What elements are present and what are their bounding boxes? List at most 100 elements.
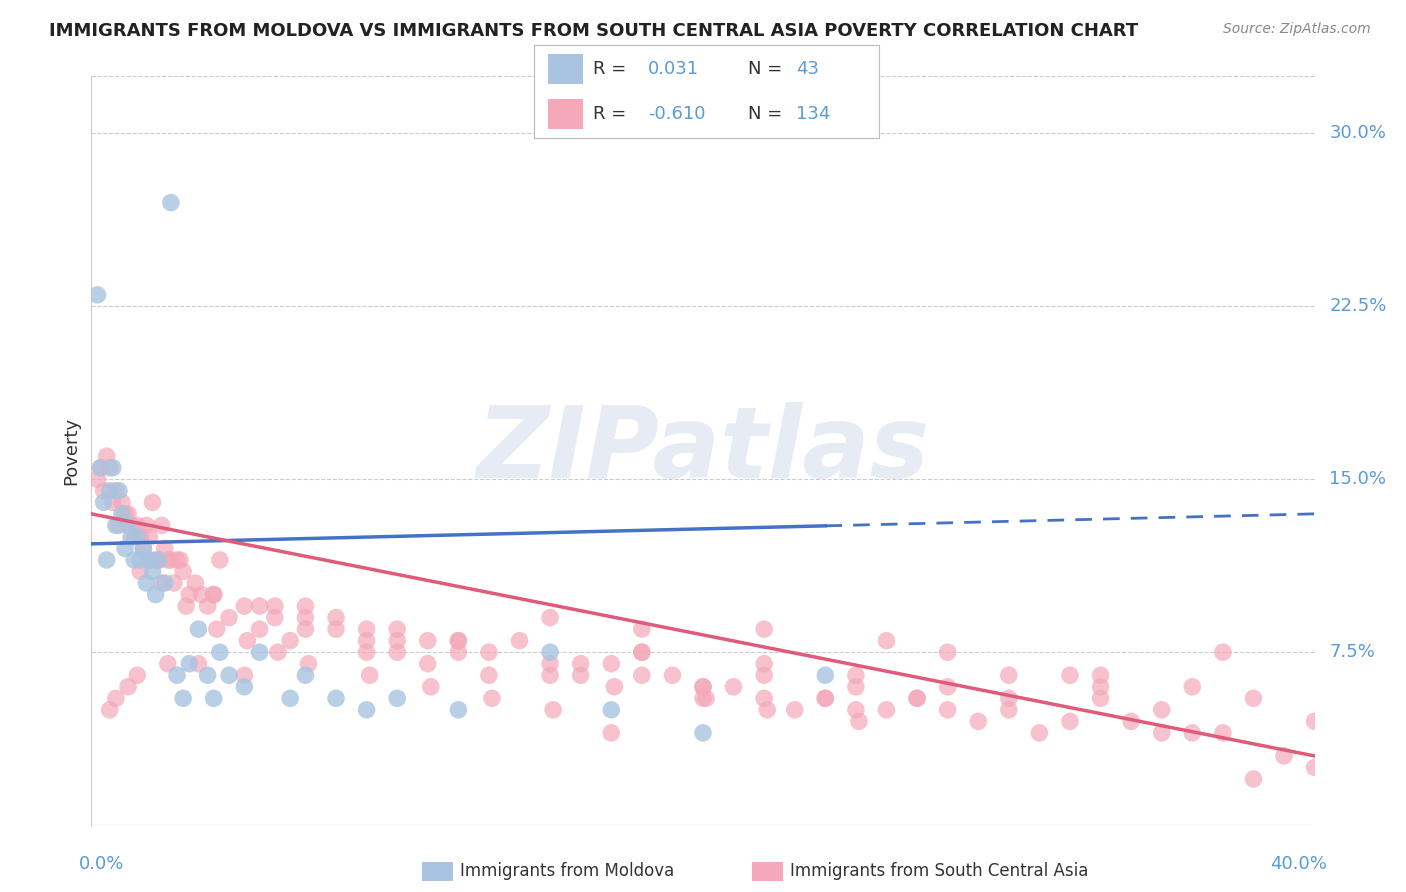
Point — [356, 645, 378, 659]
Text: N =: N = — [748, 60, 782, 78]
Point — [86, 472, 108, 486]
Point — [249, 599, 271, 613]
Text: -0.610: -0.610 — [648, 105, 706, 123]
Point — [187, 622, 209, 636]
Point — [135, 518, 157, 533]
Point — [1059, 714, 1081, 729]
Text: Immigrants from South Central Asia: Immigrants from South Central Asia — [790, 863, 1088, 880]
Point — [208, 645, 231, 659]
Point — [754, 657, 776, 671]
Point — [145, 588, 167, 602]
Point — [104, 483, 127, 498]
Text: 7.5%: 7.5% — [1329, 643, 1375, 661]
Point — [631, 668, 654, 682]
Point — [1150, 703, 1173, 717]
Point — [385, 622, 409, 636]
Point — [90, 460, 112, 475]
Text: 22.5%: 22.5% — [1329, 297, 1386, 316]
Point — [385, 633, 409, 648]
Y-axis label: Poverty: Poverty — [62, 417, 80, 484]
Point — [117, 680, 139, 694]
Point — [754, 691, 776, 706]
Point — [603, 680, 626, 694]
Text: ZIPatlas: ZIPatlas — [477, 402, 929, 499]
Point — [264, 610, 287, 624]
Point — [600, 657, 623, 671]
Point — [166, 553, 188, 567]
Point — [174, 599, 197, 613]
Point — [129, 530, 152, 544]
Point — [202, 588, 225, 602]
Point — [1303, 714, 1326, 729]
Point — [538, 645, 561, 659]
Point — [631, 645, 654, 659]
Point — [129, 553, 152, 567]
Point — [1243, 691, 1265, 706]
Text: 0.031: 0.031 — [648, 60, 699, 78]
Point — [197, 599, 219, 613]
Point — [111, 507, 134, 521]
Text: 0.0%: 0.0% — [79, 855, 125, 873]
Point — [1090, 680, 1112, 694]
Point — [127, 530, 149, 544]
Point — [114, 541, 136, 556]
Point — [1181, 726, 1204, 740]
Point — [692, 680, 714, 694]
Point — [359, 668, 381, 682]
Point — [179, 588, 201, 602]
Point — [998, 668, 1021, 682]
Point — [419, 680, 441, 694]
Point — [111, 495, 134, 509]
Point — [294, 622, 316, 636]
Point — [93, 495, 115, 509]
Point — [138, 553, 160, 567]
Point — [190, 588, 212, 602]
Point — [1028, 726, 1050, 740]
Point — [150, 518, 173, 533]
Point — [756, 703, 779, 717]
Point — [104, 691, 127, 706]
Text: 43: 43 — [796, 60, 820, 78]
Point — [141, 495, 163, 509]
Point — [98, 703, 121, 717]
Point — [814, 691, 837, 706]
Point — [509, 633, 531, 648]
Point — [184, 576, 207, 591]
Point — [264, 599, 287, 613]
Point — [541, 703, 564, 717]
Point — [814, 691, 837, 706]
Point — [249, 645, 271, 659]
Point — [150, 576, 173, 591]
Point — [692, 680, 714, 694]
Point — [249, 622, 271, 636]
Text: 15.0%: 15.0% — [1329, 470, 1386, 488]
Point — [356, 703, 378, 717]
Point — [325, 622, 347, 636]
Point — [148, 553, 170, 567]
Point — [600, 703, 623, 717]
Point — [122, 530, 145, 544]
Point — [875, 703, 898, 717]
Point — [631, 622, 654, 636]
Point — [294, 599, 316, 613]
Point — [692, 691, 714, 706]
Point — [202, 588, 225, 602]
Point — [998, 703, 1021, 717]
Point — [325, 610, 347, 624]
Point — [278, 691, 301, 706]
Point — [141, 565, 163, 579]
Point — [538, 668, 561, 682]
Point — [845, 680, 868, 694]
Point — [1212, 726, 1234, 740]
Point — [132, 541, 155, 556]
Text: R =: R = — [593, 105, 626, 123]
Point — [120, 530, 142, 544]
Point — [86, 288, 108, 302]
Point — [905, 691, 928, 706]
Point — [936, 703, 959, 717]
Point — [447, 633, 470, 648]
Point — [845, 703, 868, 717]
Point — [692, 726, 714, 740]
Point — [98, 483, 121, 498]
Point — [297, 657, 319, 671]
